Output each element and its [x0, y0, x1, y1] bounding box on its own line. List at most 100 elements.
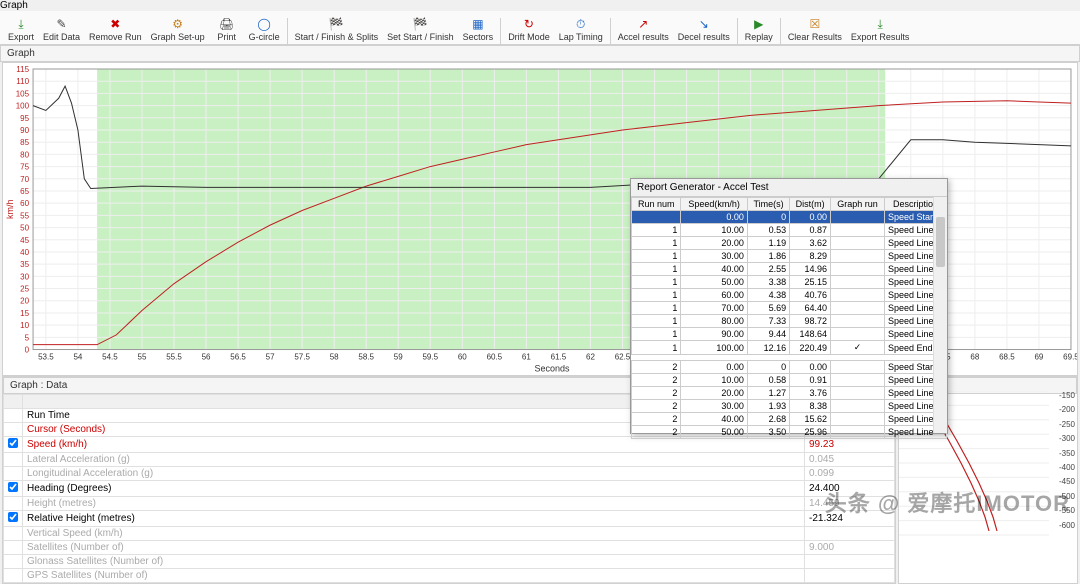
row-label: Glonass Satellites (Number of): [23, 555, 805, 569]
report-row[interactable]: 130.001.868.29 Speed Line: [632, 250, 947, 263]
sectors-button[interactable]: ▦Sectors: [459, 14, 498, 44]
svg-text:65: 65: [20, 187, 29, 196]
report-col-header[interactable]: Graph run: [831, 198, 885, 211]
row-checkbox[interactable]: [8, 512, 18, 522]
toolbar-separator: [780, 18, 781, 44]
report-row[interactable]: 230.001.938.38 Speed Line: [632, 400, 947, 413]
data-row[interactable]: Heading (Degrees) 24.400: [4, 481, 895, 497]
svg-text:70: 70: [20, 175, 29, 184]
svg-text:75: 75: [20, 163, 29, 172]
report-row[interactable]: 150.003.3825.15 Speed Line: [632, 276, 947, 289]
accel-results-icon: ↗: [635, 16, 651, 32]
svg-text:50: 50: [20, 224, 29, 233]
report-col-header[interactable]: Speed(km/h): [681, 198, 747, 211]
report-col-header[interactable]: Time(s): [747, 198, 789, 211]
report-dialog-title[interactable]: Report Generator - Accel Test: [631, 179, 947, 197]
svg-text:55: 55: [138, 353, 147, 362]
svg-text:10: 10: [20, 321, 29, 330]
report-row[interactable]: 120.001.193.62 Speed Line: [632, 237, 947, 250]
print-button[interactable]: 🖨Print: [210, 14, 244, 44]
row-value: [805, 569, 895, 583]
g-circle-button[interactable]: ◯G-circle: [245, 14, 284, 44]
report-row[interactable]: 1100.0012.16220.49 ✓Speed End: [632, 341, 947, 355]
row-checkbox[interactable]: [8, 438, 18, 448]
row-label: Lateral Acceleration (g): [23, 453, 805, 467]
report-dialog[interactable]: Report Generator - Accel Test Run numSpe…: [630, 178, 948, 434]
remove-run-button[interactable]: ✖Remove Run: [85, 14, 146, 44]
row-label: Vertical Speed (km/h): [23, 527, 805, 541]
svg-text:40: 40: [20, 248, 29, 257]
report-row[interactable]: 20.0000.00 Speed Start: [632, 361, 947, 374]
report-row[interactable]: 180.007.3398.72 Speed Line: [632, 315, 947, 328]
svg-text:km/h: km/h: [5, 200, 15, 220]
start-finish-splits-button[interactable]: 🏁Start / Finish & Splits: [291, 14, 383, 44]
svg-text:58.5: 58.5: [358, 353, 374, 362]
clear-results-icon: ☒: [807, 16, 823, 32]
svg-text:53.5: 53.5: [38, 353, 54, 362]
svg-text:69.5: 69.5: [1063, 353, 1077, 362]
report-table: Run numSpeed(km/h)Time(s)Dist(m)Graph ru…: [631, 197, 947, 439]
data-row[interactable]: Vertical Speed (km/h): [4, 527, 895, 541]
report-col-header[interactable]: Run num: [632, 198, 681, 211]
edit-data-icon: ✎: [54, 16, 70, 32]
row-value: 0.099: [805, 467, 895, 481]
report-row[interactable]: 240.002.6815.62 Speed Line: [632, 413, 947, 426]
lap-timing-icon: ⏱: [573, 16, 589, 32]
svg-text:61.5: 61.5: [551, 353, 567, 362]
drift-mode-button[interactable]: ↻Drift Mode: [504, 14, 554, 44]
report-row[interactable]: 250.003.5025.96 Speed Line: [632, 426, 947, 439]
graph-set-up-button[interactable]: ⚙Graph Set-up: [147, 14, 209, 44]
report-col-header[interactable]: Dist(m): [790, 198, 831, 211]
svg-text:62: 62: [586, 353, 595, 362]
svg-text:62.5: 62.5: [615, 353, 631, 362]
data-row[interactable]: Satellites (Number of) 9.000: [4, 541, 895, 555]
toolbar-separator: [610, 18, 611, 44]
data-row[interactable]: GPS Satellites (Number of): [4, 569, 895, 583]
replay-button[interactable]: ▶Replay: [741, 14, 777, 44]
report-row[interactable]: 110.000.530.87 Speed Line: [632, 224, 947, 237]
edit-data-button[interactable]: ✎Edit Data: [39, 14, 84, 44]
row-label: Relative Height (metres): [23, 511, 805, 527]
report-row[interactable]: 210.000.580.91 Speed Line: [632, 374, 947, 387]
report-row[interactable]: 170.005.6964.40 Speed Line: [632, 302, 947, 315]
svg-text:80: 80: [20, 150, 29, 159]
toolbar-separator: [287, 18, 288, 44]
lap-timing-button[interactable]: ⏱Lap Timing: [555, 14, 607, 44]
data-row[interactable]: Relative Height (metres) -21.324: [4, 511, 895, 527]
svg-text:60: 60: [20, 199, 29, 208]
row-label: Satellites (Number of): [23, 541, 805, 555]
data-row[interactable]: Height (metres) 14.459: [4, 497, 895, 511]
report-row[interactable]: 160.004.3840.76 Speed Line: [632, 289, 947, 302]
row-value: [805, 555, 895, 569]
toolbar-section-label: Graph: [0, 0, 28, 11]
report-row[interactable]: 190.009.44148.64 Speed Line: [632, 328, 947, 341]
report-scrollbar[interactable]: [933, 197, 947, 433]
graph-set-up-icon: ⚙: [170, 16, 186, 32]
svg-text:58: 58: [330, 353, 339, 362]
export-button[interactable]: ⤓Export: [4, 14, 38, 44]
report-row[interactable]: 140.002.5514.96 Speed Line: [632, 263, 947, 276]
report-row[interactable]: 0.0000.00 Speed Start: [632, 211, 947, 224]
decel-results-button[interactable]: ↘Decel results: [674, 14, 734, 44]
data-row[interactable]: Longitudinal Acceleration (g) 0.099: [4, 467, 895, 481]
toolbar-separator: [737, 18, 738, 44]
row-value: 0.045: [805, 453, 895, 467]
svg-text:5: 5: [25, 333, 30, 342]
replay-icon: ▶: [751, 16, 767, 32]
export-results-button[interactable]: ⤓Export Results: [847, 14, 914, 44]
data-row[interactable]: Glonass Satellites (Number of): [4, 555, 895, 569]
svg-text:56.5: 56.5: [230, 353, 246, 362]
data-row[interactable]: Lateral Acceleration (g) 0.045: [4, 453, 895, 467]
svg-text:68: 68: [970, 353, 979, 362]
clear-results-button[interactable]: ☒Clear Results: [784, 14, 846, 44]
set-start-finish-button[interactable]: 🏁Set Start / Finish: [383, 14, 458, 44]
svg-text:54: 54: [73, 353, 82, 362]
row-checkbox[interactable]: [8, 482, 18, 492]
row-value: 9.000: [805, 541, 895, 555]
accel-results-button[interactable]: ↗Accel results: [614, 14, 673, 44]
report-row[interactable]: 220.001.273.76 Speed Line: [632, 387, 947, 400]
row-label: Height (metres): [23, 497, 805, 511]
svg-text:15: 15: [20, 309, 29, 318]
toolbar-separator: [500, 18, 501, 44]
row-label: GPS Satellites (Number of): [23, 569, 805, 583]
